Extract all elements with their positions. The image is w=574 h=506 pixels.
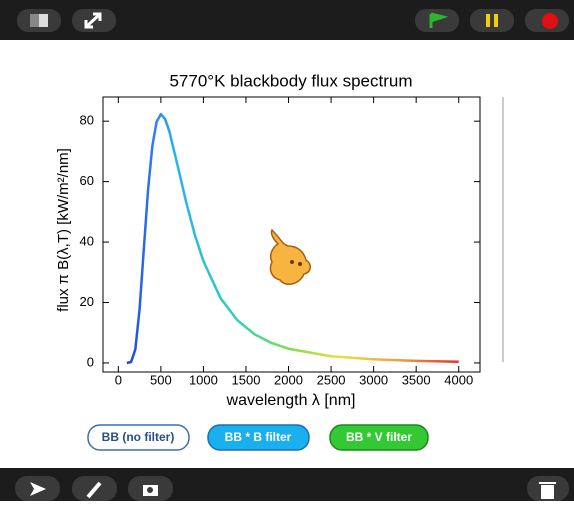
cat-sprite	[270, 230, 310, 284]
v-filter-button[interactable]: BB * V filter	[330, 425, 428, 450]
x-tick-label: 4000	[444, 372, 473, 387]
x-tick-label: 3000	[359, 372, 388, 387]
x-tick-label: 3500	[402, 372, 431, 387]
y-tick-label: 60	[80, 173, 94, 188]
chart-title: 5770°K blackbody flux spectrum	[169, 71, 412, 90]
x-tick-label: 2000	[274, 372, 303, 387]
x-tick-label: 0	[115, 372, 122, 387]
run-button[interactable]	[15, 476, 60, 501]
plot-frame	[103, 97, 480, 372]
y-axis-label: flux π B(λ,T) [kW/m²/nm]	[55, 148, 72, 312]
x-axis-label: wavelength λ [nm]	[226, 392, 356, 409]
x-tick-label: 500	[150, 372, 172, 387]
y-tick-label: 80	[80, 113, 94, 128]
button-label: BB * V filter	[346, 430, 412, 444]
pause-button[interactable]	[470, 9, 514, 32]
paint-button[interactable]	[72, 476, 117, 501]
button-label: BB * B filter	[225, 430, 292, 444]
y-tick-label: 40	[80, 233, 94, 248]
b-filter-button[interactable]: BB * B filter	[208, 425, 309, 450]
stop-button[interactable]	[525, 9, 569, 32]
y-tick-label: 20	[80, 294, 94, 309]
x-tick-label: 1500	[232, 372, 261, 387]
button-label: BB (no filter)	[102, 430, 175, 444]
green-flag-button[interactable]	[415, 9, 459, 32]
fullscreen-button[interactable]	[72, 9, 116, 32]
x-tick-label: 2500	[317, 372, 346, 387]
camera-button[interactable]	[128, 476, 173, 501]
no-filter-button[interactable]: BB (no filter)	[88, 425, 189, 450]
trash-button[interactable]	[527, 476, 569, 501]
spectrum-line	[127, 114, 459, 363]
stage-size-button[interactable]	[17, 9, 61, 32]
x-tick-label: 1000	[189, 372, 218, 387]
screen: 5770°K blackbody flux spectrum wavelengt…	[0, 0, 574, 501]
page: {"chart_data": {"type": "line", "title":…	[0, 0, 574, 501]
y-tick-label: 0	[87, 354, 94, 369]
